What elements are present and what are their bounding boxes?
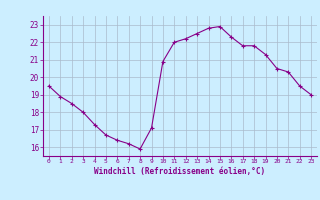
X-axis label: Windchill (Refroidissement éolien,°C): Windchill (Refroidissement éolien,°C): [94, 167, 266, 176]
